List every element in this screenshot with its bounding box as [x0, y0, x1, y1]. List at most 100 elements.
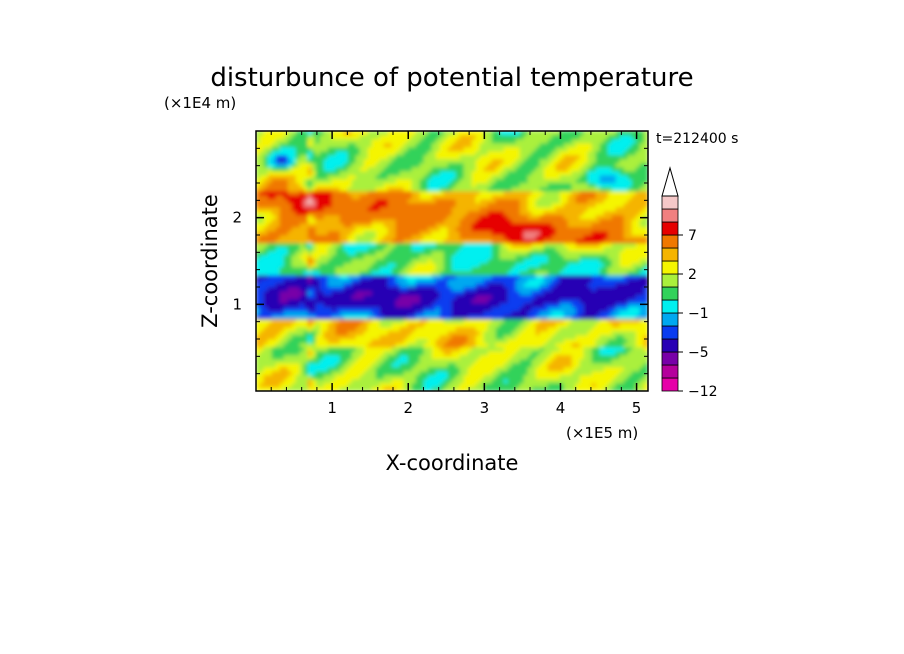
heatmap-cell — [327, 154, 333, 160]
heatmap-cell — [551, 162, 557, 168]
heatmap-cell — [391, 131, 397, 136]
heatmap-cell — [299, 330, 305, 336]
heatmap-cell — [319, 354, 325, 360]
heatmap-cell — [363, 362, 369, 368]
heatmap-cell — [527, 150, 533, 156]
heatmap-cell — [527, 314, 533, 320]
heatmap-cell — [279, 350, 285, 356]
heatmap-cell — [503, 334, 509, 340]
heatmap-cell — [395, 131, 401, 136]
heatmap-cell — [447, 282, 453, 288]
heatmap-cell — [271, 150, 277, 156]
heatmap-cell — [403, 242, 409, 248]
heatmap-cell — [375, 314, 381, 320]
heatmap-cell — [555, 254, 561, 260]
heatmap-cell — [303, 274, 309, 280]
heatmap-cell — [459, 290, 465, 296]
heatmap-cell — [379, 366, 385, 372]
heatmap-cell — [303, 322, 309, 328]
heatmap-cell — [487, 146, 493, 152]
heatmap-cell — [367, 342, 373, 348]
heatmap-cell — [551, 270, 557, 276]
heatmap-cell — [259, 210, 265, 216]
heatmap-cell — [539, 350, 545, 356]
heatmap-cell — [359, 178, 365, 184]
heatmap-cell — [319, 262, 325, 268]
heatmap-cell — [503, 230, 509, 236]
heatmap-cell — [339, 366, 345, 372]
heatmap-cell — [403, 246, 409, 252]
heatmap-cell — [331, 190, 337, 196]
heatmap-cell — [307, 142, 313, 148]
heatmap-cell — [527, 290, 533, 296]
heatmap-cell — [295, 346, 301, 352]
heatmap-cell — [347, 182, 353, 188]
heatmap-cell — [315, 222, 321, 228]
heatmap-cell — [443, 278, 449, 284]
heatmap-cell — [535, 382, 541, 388]
heatmap-cell — [287, 146, 293, 152]
heatmap-cell — [519, 370, 525, 376]
heatmap-cell — [259, 322, 265, 328]
heatmap-cell — [495, 234, 501, 240]
heatmap-cell — [451, 358, 457, 364]
heatmap-cell — [275, 270, 281, 276]
heatmap-cell — [447, 374, 453, 380]
heatmap-cell — [291, 202, 297, 208]
heatmap-cell — [367, 386, 373, 391]
heatmap-cell — [291, 358, 297, 364]
heatmap-cell — [275, 142, 281, 148]
heatmap-cell — [471, 362, 477, 368]
heatmap-cell — [275, 154, 281, 160]
heatmap-cell — [311, 286, 317, 292]
heatmap-cell — [539, 214, 545, 220]
heatmap-cell — [495, 190, 501, 196]
heatmap-cell — [423, 131, 429, 136]
heatmap-cell — [475, 274, 481, 280]
heatmap-cell — [399, 290, 405, 296]
heatmap-cell — [331, 186, 337, 192]
heatmap-cell — [495, 166, 501, 172]
heatmap-cell — [311, 282, 317, 288]
heatmap-cell — [535, 386, 541, 391]
heatmap-cell — [319, 226, 325, 232]
heatmap-cell — [559, 226, 565, 232]
heatmap-cell — [467, 254, 473, 260]
heatmap-cell — [307, 250, 313, 256]
heatmap-cell — [291, 154, 297, 160]
heatmap-cell — [499, 238, 505, 244]
heatmap-cell — [411, 174, 417, 180]
heatmap-cell — [359, 154, 365, 160]
heatmap-cell — [271, 250, 277, 256]
heatmap-cell — [343, 242, 349, 248]
heatmap-cell — [455, 326, 461, 332]
heatmap-cell — [287, 162, 293, 168]
heatmap-cell — [371, 374, 377, 380]
heatmap-cell — [287, 254, 293, 260]
heatmap-cell — [519, 310, 525, 316]
heatmap-cell — [415, 214, 421, 220]
heatmap-cell — [263, 226, 269, 232]
heatmap-cell — [395, 370, 401, 376]
heatmap-cell — [439, 298, 445, 304]
heatmap-cell — [379, 198, 385, 204]
heatmap-cell — [511, 330, 517, 336]
heatmap-cell — [383, 274, 389, 280]
heatmap-cell — [279, 210, 285, 216]
heatmap-cell — [363, 146, 369, 152]
heatmap-cell — [279, 278, 285, 284]
heatmap-cell — [511, 218, 517, 224]
heatmap-cell — [427, 282, 433, 288]
heatmap-cell — [499, 350, 505, 356]
heatmap-cell — [483, 322, 489, 328]
heatmap-cell — [423, 258, 429, 264]
heatmap-cell — [283, 290, 289, 296]
heatmap-cell — [507, 174, 513, 180]
heatmap-cell — [271, 314, 277, 320]
heatmap-cell — [479, 182, 485, 188]
heatmap-cell — [343, 322, 349, 328]
heatmap-cell — [423, 138, 429, 144]
heatmap-cell — [395, 274, 401, 280]
heatmap-cell — [259, 270, 265, 276]
heatmap-cell — [551, 290, 557, 296]
